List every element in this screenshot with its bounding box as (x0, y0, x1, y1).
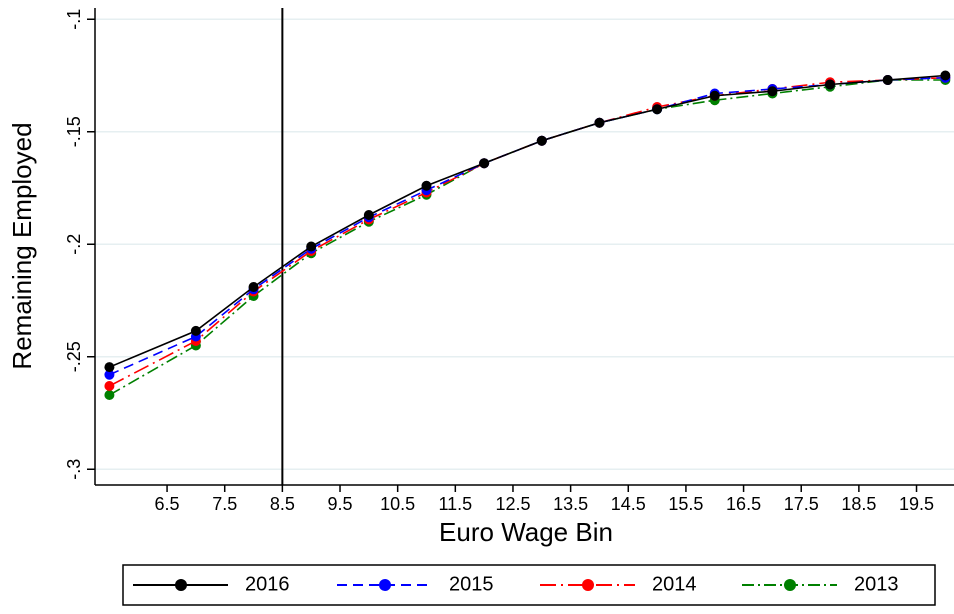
data-point (104, 390, 115, 400)
y-tick-label: -.15 (64, 116, 84, 147)
x-tick-label: 14.5 (611, 494, 646, 514)
data-point (104, 362, 115, 373)
data-point (479, 158, 490, 169)
series-line (109, 79, 946, 396)
data-point (536, 135, 547, 146)
data-point (767, 86, 778, 97)
data-point (825, 79, 836, 90)
legend-marker (582, 579, 594, 591)
legend-marker (784, 579, 796, 591)
series-line (109, 76, 946, 387)
data-point (104, 381, 115, 391)
legend-label: 2013 (854, 573, 899, 595)
x-tick-label: 13.5 (553, 494, 588, 514)
y-tick-label: -.3 (64, 459, 84, 480)
legend: 2016 2015 2014 2013 (122, 564, 936, 606)
data-point (248, 282, 259, 292)
legend-label: 2016 (245, 573, 290, 595)
data-point (709, 90, 720, 101)
x-tick-label: 6.5 (155, 494, 180, 514)
data-point (104, 369, 115, 380)
data-point (190, 325, 201, 336)
legend-box (122, 564, 936, 606)
x-tick-label: 19.5 (899, 494, 934, 514)
x-tick-label: 8.5 (270, 494, 295, 514)
legend-label: 2015 (449, 573, 494, 595)
x-tick-label: 7.5 (212, 494, 237, 514)
series-line (109, 74, 946, 368)
y-tick-label: -.2 (64, 234, 84, 255)
x-tick-label: 11.5 (438, 494, 472, 514)
legend-label: 2014 (652, 573, 697, 595)
x-tick-label: 12.5 (495, 494, 530, 514)
y-tick-label: -.25 (64, 341, 84, 372)
data-point (882, 75, 893, 85)
legend-marker (379, 579, 391, 591)
x-axis-label: Euro Wage Bin (439, 517, 613, 547)
data-point (940, 70, 951, 81)
series-line (109, 76, 946, 376)
data-point (306, 241, 317, 252)
data-point (652, 104, 663, 115)
x-tick-label: 18.5 (841, 494, 876, 514)
x-tick-label: 10.5 (380, 494, 415, 514)
data-point (363, 210, 374, 220)
data-point (594, 117, 605, 128)
x-tick-label: 15.5 (668, 494, 703, 514)
data-point (421, 180, 432, 191)
y-tick-label: -.1 (64, 9, 84, 30)
x-tick-label: 16.5 (726, 494, 761, 514)
x-tick-label: 9.5 (328, 494, 353, 514)
y-axis-label: Remaining Employed (7, 122, 37, 369)
legend-marker (175, 579, 187, 591)
x-tick-label: 17.5 (784, 494, 819, 514)
